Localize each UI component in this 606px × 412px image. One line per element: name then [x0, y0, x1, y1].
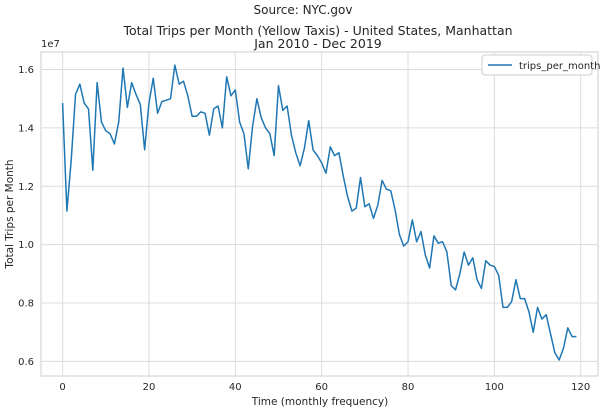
- chart-suptitle: Source: NYC.gov: [254, 3, 353, 17]
- x-tick-label: 60: [315, 382, 328, 393]
- x-gridlines: [62, 52, 582, 376]
- y-axis-label: Total Trips per Month: [4, 159, 16, 269]
- y-axis-offset-text: 1e7: [41, 39, 60, 50]
- series-line-trips-per-month: [61, 64, 577, 361]
- x-tick-labels: 0 20 40 60 80 100 120: [59, 382, 590, 393]
- y-tick-label: 0.8: [18, 299, 34, 310]
- x-tick-label: 100: [485, 382, 504, 393]
- x-tick-label: 20: [143, 382, 156, 393]
- x-axis-label: Time (monthly frequency): [251, 396, 388, 408]
- legend-box: [481, 54, 593, 76]
- y-tick-label: 1.4: [18, 123, 34, 134]
- x-tick-label: 80: [402, 382, 415, 393]
- x-tick-label: 0: [59, 382, 65, 393]
- x-tick-label: 120: [571, 382, 590, 393]
- chart-title-line2: Jan 2010 - Dec 2019: [253, 36, 382, 51]
- legend: trips_per_month: [481, 54, 600, 76]
- legend-label-trips-per-month: trips_per_month: [519, 61, 600, 72]
- plot-area: [40, 51, 599, 377]
- y-tick-labels: 0.6 0.8 1.0 1.2 1.4 1.6: [18, 65, 34, 368]
- x-tick-label: 40: [229, 382, 242, 393]
- y-tick-label: 1.6: [18, 65, 34, 76]
- y-tick-label: 1.0: [18, 240, 34, 251]
- y-tick-label: 0.6: [18, 357, 34, 368]
- y-tick-label: 1.2: [18, 182, 34, 193]
- chart-title-line1: Total Trips per Month (Yellow Taxis) - U…: [122, 23, 512, 38]
- y-gridlines: [41, 69, 598, 362]
